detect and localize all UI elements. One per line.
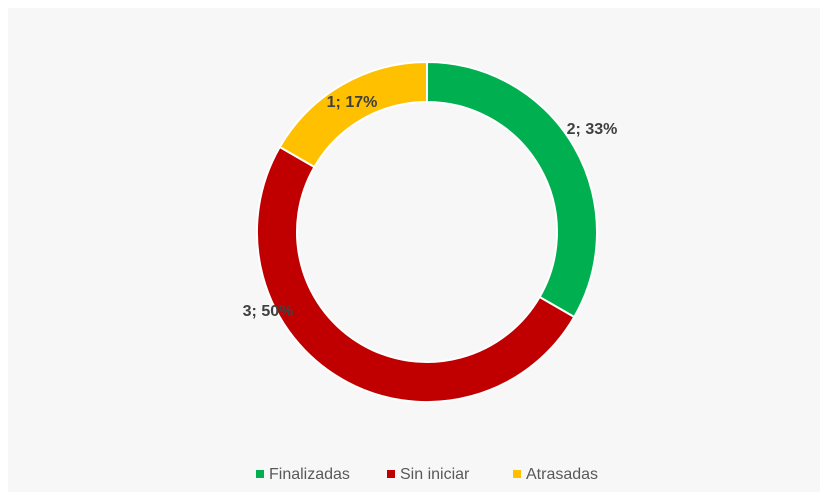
- donut-slice: [278, 60, 428, 169]
- data-label: 3; 50%: [243, 303, 294, 320]
- legend-marker: [387, 470, 395, 478]
- legend-label: Finalizadas: [269, 466, 350, 483]
- data-label: 1; 17%: [327, 94, 378, 111]
- donut-slice: [255, 145, 576, 404]
- legend-label: Atrasadas: [526, 466, 598, 483]
- legend-marker: [256, 470, 264, 478]
- legend-marker: [513, 470, 521, 478]
- legend-label: Sin iniciar: [400, 466, 470, 483]
- data-label: 2; 33%: [567, 121, 618, 138]
